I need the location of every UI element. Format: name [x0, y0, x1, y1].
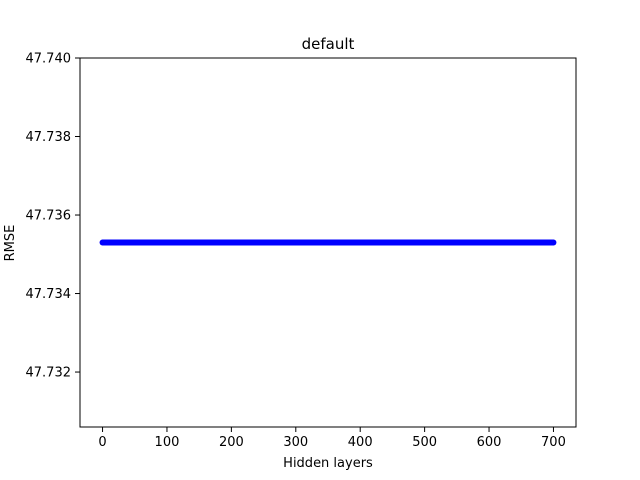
data-point [550, 239, 557, 246]
x-tick-label: 300 [283, 435, 308, 450]
x-tick-label: 400 [348, 435, 373, 450]
x-tick-label: 500 [412, 435, 437, 450]
y-tick-label: 47.736 [26, 209, 72, 224]
x-tick-label: 700 [541, 435, 566, 450]
data-series [99, 239, 557, 246]
y-tick-label: 47.732 [26, 366, 72, 381]
y-tick-label: 47.738 [26, 130, 72, 145]
y-tick-label: 47.734 [26, 287, 72, 302]
plot-frame [79, 57, 577, 428]
y-tick-label: 47.740 [26, 52, 72, 67]
x-axis: 0 100 200 300 400 500 600 700 [98, 427, 566, 450]
y-axis: 47.732 47.734 47.736 47.738 47.740 [26, 52, 80, 381]
plot-area [99, 239, 557, 246]
x-tick-label: 100 [155, 435, 180, 450]
x-tick-label: 200 [219, 435, 244, 450]
x-tick-label: 0 [98, 435, 106, 450]
y-axis-label: RMSE [3, 225, 18, 262]
chart-title: default [302, 35, 355, 53]
x-axis-label: Hidden layers [283, 456, 373, 471]
x-tick-label: 600 [477, 435, 502, 450]
